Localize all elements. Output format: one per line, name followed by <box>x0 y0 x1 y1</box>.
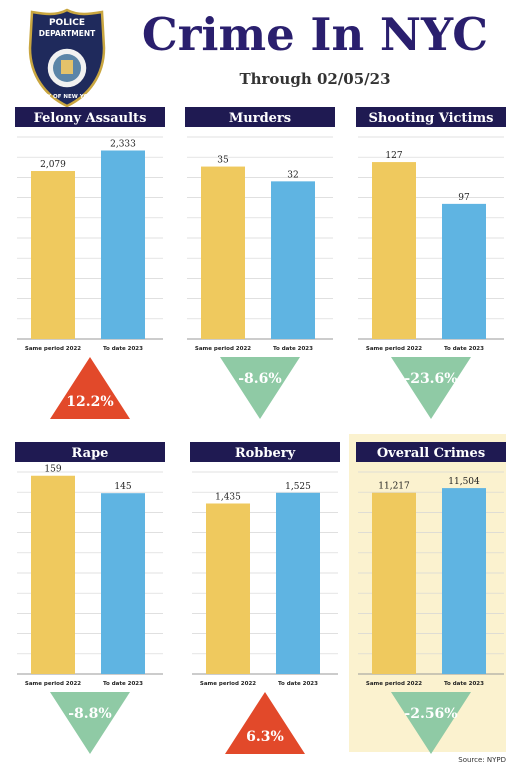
felony-assaults-value-label: 2,333 <box>110 139 136 149</box>
badge-line-2: DEPARTMENT <box>39 29 96 38</box>
overall-crimes-title: Overall Crimes <box>377 446 485 461</box>
felony-assaults-chart: Felony Assaults 2,079 Same period 2022 2,33… <box>15 107 165 419</box>
robbery-header-bar <box>190 442 340 462</box>
murders-title: Murders <box>229 111 291 126</box>
felony-assaults-title: Felony Assaults <box>34 111 147 126</box>
overall-crimes-value-label: 11,504 <box>448 477 480 487</box>
shooting-victims-bar-2022 <box>372 162 416 339</box>
robbery-chart: Robbery 1,435 Same period 2022 1,525 To date… <box>190 442 340 754</box>
shooting-victims-change-label: -23.6% <box>404 371 457 387</box>
overall-crimes-category-label: Same period 2022 <box>366 681 422 687</box>
felony-assaults-panel: Felony Assaults 2,079 Same period 2022 2,33… <box>15 107 165 427</box>
page-subtitle: Through 02/05/23 <box>239 70 391 88</box>
rape-category-label: To date 2023 <box>103 681 143 687</box>
felony-assaults-increase-triangle <box>50 357 130 419</box>
rape-bar-2023 <box>101 493 145 674</box>
robbery-title: Robbery <box>235 446 296 461</box>
murders-bar-2022 <box>201 166 245 339</box>
murders-value-label: 32 <box>287 170 298 180</box>
felony-assaults-category-label: Same period 2022 <box>25 346 81 352</box>
murders-category-label: To date 2023 <box>273 346 313 352</box>
murders-change-label: -8.6% <box>238 371 281 387</box>
nypd-badge-logo: POLICE DEPARTMENT CITY OF NEW YORK <box>28 8 106 108</box>
murders-decrease-triangle <box>220 357 300 419</box>
overall-crimes-category-label: To date 2023 <box>444 681 484 687</box>
rape-bar-2022 <box>31 475 75 674</box>
shooting-victims-category-label: To date 2023 <box>444 346 484 352</box>
felony-assaults-bar-2023 <box>101 150 145 339</box>
overall-crimes-bar-2022 <box>372 492 416 674</box>
shooting-victims-value-label: 127 <box>385 151 402 161</box>
rape-decrease-triangle <box>50 692 130 754</box>
robbery-value-label: 1,525 <box>285 482 311 492</box>
shooting-victims-bar-2023 <box>442 203 486 339</box>
murders-bar-2023 <box>271 181 315 339</box>
rape-value-label: 159 <box>44 465 61 475</box>
source-note: Source: NYPD <box>458 756 506 764</box>
rape-category-label: Same period 2022 <box>25 681 81 687</box>
robbery-value-label: 1,435 <box>215 492 241 502</box>
rape-header-bar <box>15 442 165 462</box>
shooting-victims-title: Shooting Victims <box>369 111 494 126</box>
overall-crimes-chart: Overall Crimes 11,217 Same period 2022 11,5… <box>356 442 506 754</box>
robbery-category-label: Same period 2022 <box>200 681 256 687</box>
felony-assaults-category-label: To date 2023 <box>103 346 143 352</box>
overall-crimes-header-bar <box>356 442 506 462</box>
shooting-victims-value-label: 97 <box>458 193 470 203</box>
robbery-category-label: To date 2023 <box>278 681 318 687</box>
rape-value-label: 145 <box>114 482 131 492</box>
overall-crimes-change-label: -2.56% <box>404 706 457 722</box>
overall-crimes-decrease-triangle <box>391 692 471 754</box>
felony-assaults-change-label: 12.2% <box>66 394 113 410</box>
robbery-increase-triangle <box>225 692 305 754</box>
rape-change-label: -8.8% <box>68 706 111 722</box>
felony-assaults-bar-2022 <box>31 171 75 339</box>
murders-panel: Murders 35 Same period 2022 32 To date 2023 -… <box>185 107 335 427</box>
badge-line-3: CITY OF NEW YORK <box>37 94 97 100</box>
page-title: Crime In NYC <box>141 8 489 61</box>
shooting-victims-header-bar <box>356 107 506 127</box>
shooting-victims-panel: Shooting Victims 127 Same period 2022 97 To … <box>356 107 506 427</box>
badge-line-1: POLICE <box>49 18 85 28</box>
robbery-bar-2023 <box>276 492 320 674</box>
overall-crimes-panel: Overall Crimes 11,217 Same period 2022 11,5… <box>356 442 506 762</box>
overall-crimes-value-label: 11,217 <box>378 482 410 492</box>
shooting-victims-chart: Shooting Victims 127 Same period 2022 97 To … <box>356 107 506 419</box>
murders-header-bar <box>185 107 335 127</box>
shooting-victims-category-label: Same period 2022 <box>366 346 422 352</box>
robbery-bar-2022 <box>206 503 250 674</box>
robbery-panel: Robbery 1,435 Same period 2022 1,525 To date… <box>190 442 340 762</box>
felony-assaults-value-label: 2,079 <box>40 160 66 170</box>
rape-chart: Rape 159 Same period 2022 145 To date 2023 -8… <box>15 442 165 754</box>
murders-value-label: 35 <box>217 156 229 166</box>
rape-panel: Rape 159 Same period 2022 145 To date 2023 -8… <box>15 442 165 762</box>
rape-title: Rape <box>72 446 109 461</box>
overall-crimes-bar-2023 <box>442 488 486 674</box>
shooting-victims-decrease-triangle <box>391 357 471 419</box>
murders-category-label: Same period 2022 <box>195 346 251 352</box>
felony-assaults-header-bar <box>15 107 165 127</box>
murders-chart: Murders 35 Same period 2022 32 To date 2023 -… <box>185 107 335 419</box>
robbery-change-label: 6.3% <box>246 729 284 745</box>
